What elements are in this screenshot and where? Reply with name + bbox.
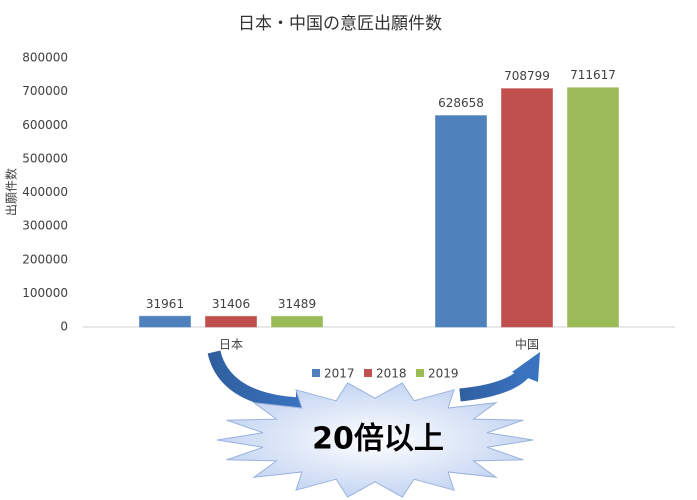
data-label: 31406 [212, 297, 250, 311]
y-tick-label: 300000 [22, 219, 68, 233]
legend-label: 2018 [376, 367, 407, 381]
bar [435, 115, 487, 328]
y-tick-label: 0 [60, 320, 68, 334]
y-tick-label: 800000 [22, 51, 68, 65]
legend-swatch [364, 369, 372, 377]
arrow [459, 367, 530, 402]
y-axis-label: 出願件数 [4, 168, 19, 216]
x-tick-label: 日本 [219, 338, 243, 352]
data-label: 711617 [570, 68, 616, 82]
bar [271, 315, 323, 328]
chart-title: 日本・中国の意匠出願件数 [238, 14, 442, 34]
bar [139, 315, 191, 328]
legend-label: 2017 [324, 367, 355, 381]
data-label: 708799 [504, 69, 550, 83]
bar [567, 87, 619, 328]
data-label: 31961 [146, 297, 184, 311]
annotation: 20倍以上 [312, 422, 444, 457]
arrow [207, 350, 301, 411]
bar [501, 88, 553, 328]
data-label: 628658 [438, 96, 484, 110]
starburst [216, 382, 534, 498]
y-tick-label: 200000 [22, 252, 68, 266]
y-tick-label: 700000 [22, 84, 68, 98]
y-tick-label: 400000 [22, 185, 68, 199]
legend-label: 2019 [428, 367, 459, 381]
arrow-head [512, 352, 540, 382]
legend-swatch [416, 369, 424, 377]
bar [205, 315, 257, 328]
y-tick-label: 100000 [22, 286, 68, 300]
y-tick-label: 600000 [22, 118, 68, 132]
data-label: 31489 [278, 297, 316, 311]
x-tick-label: 中国 [515, 337, 539, 352]
legend-swatch [312, 369, 320, 377]
y-tick-label: 500000 [22, 151, 68, 165]
